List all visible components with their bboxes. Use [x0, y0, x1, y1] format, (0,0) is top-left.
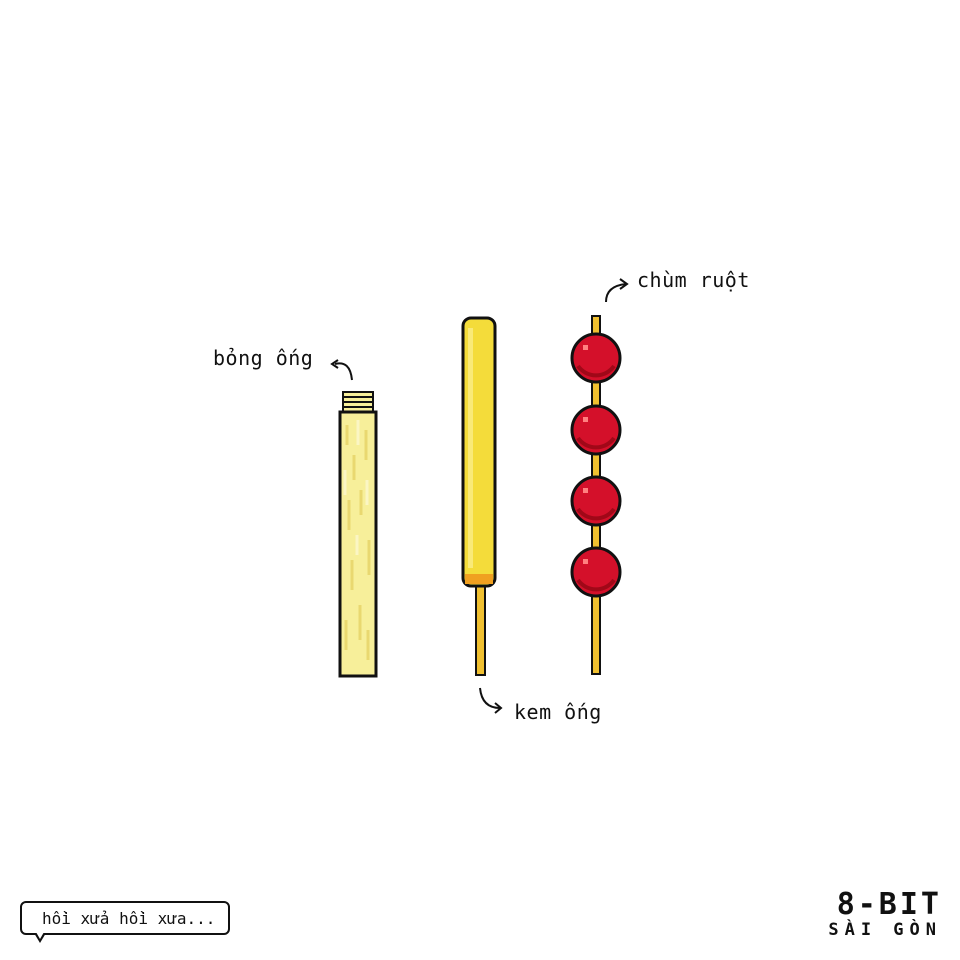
- fruit-ball: [570, 475, 622, 527]
- chum-ruot-arrow: [605, 283, 627, 303]
- logo-line1: 8-BIT: [836, 887, 942, 922]
- kem-ong-arrow: [479, 687, 501, 709]
- fruit-ball: [570, 404, 622, 456]
- chum-ruot-skewer: [570, 315, 622, 675]
- kem-ong-popsicle: [461, 316, 497, 676]
- fruit-ball: [570, 546, 622, 598]
- kem-ong-label: kem ống: [514, 700, 602, 724]
- bong-ong-arrow: [334, 362, 353, 381]
- chum-ruot-label: chùm ruột: [637, 268, 750, 292]
- logo-line2: SÀI GÒN: [828, 920, 942, 940]
- bong-ong-label: bỏng ống: [213, 346, 314, 370]
- caption-speech-bubble: hồi xửa hồi xưa...: [20, 901, 230, 943]
- brand-logo: 8-BIT SÀI GÒN: [828, 887, 942, 941]
- bong-ong-tube: [338, 391, 378, 678]
- caption-text: hồi xửa hồi xưa...: [42, 909, 216, 928]
- fruit-ball: [570, 332, 622, 384]
